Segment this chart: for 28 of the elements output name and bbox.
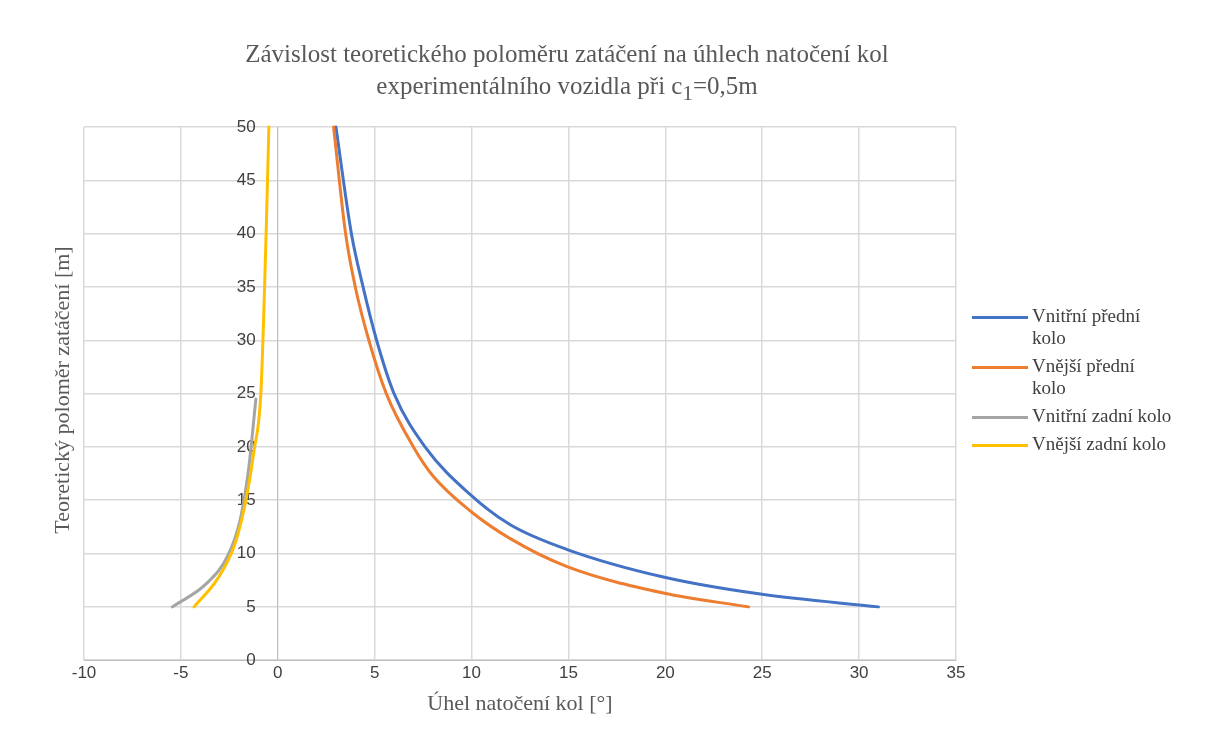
y-axis-title: Teoretický poloměr zatáčení [m] [49, 246, 75, 534]
y-tick-label: 0 [246, 649, 256, 669]
x-tick-label: 35 [946, 663, 966, 683]
y-tick-label: 50 [236, 116, 256, 136]
y-tick-label: 5 [246, 596, 256, 616]
legend-label: Vnitřní zadní kolo [1032, 405, 1172, 427]
x-tick-label: 25 [752, 663, 772, 683]
y-tick-label: 25 [236, 383, 256, 403]
legend-label: Vnitřní přední kolo [1032, 305, 1142, 349]
line-series [334, 125, 880, 609]
x-tick-label: 15 [558, 663, 578, 683]
x-tick-label: 0 [273, 663, 283, 683]
y-tick-label: 30 [236, 329, 256, 349]
chart-title: Závislost teoretického poloměru zatáčení na úhlech natočení kol experimentálního vozidla při c$_{1}$=0,5m [244, 39, 890, 107]
x-tick-label: 20 [655, 663, 675, 683]
x-tick-label: 5 [369, 663, 380, 683]
line-series [332, 125, 751, 609]
x-axis-title: Úhel natočení kol [°] [427, 689, 613, 715]
y-tick-label: 40 [236, 223, 256, 243]
x-tick-label: 10 [462, 663, 482, 683]
legend-label: Vnější přední kolo [1032, 355, 1136, 399]
x-tick-label: 30 [849, 663, 869, 683]
x-tick-label: -10 [71, 663, 97, 683]
legend-label: Vnější zadní kolo [1032, 433, 1167, 455]
y-tick-label: 10 [236, 543, 256, 563]
y-tick-label: 45 [236, 170, 256, 190]
x-tick-label: -5 [173, 663, 189, 683]
y-tick-label: 35 [236, 276, 256, 296]
